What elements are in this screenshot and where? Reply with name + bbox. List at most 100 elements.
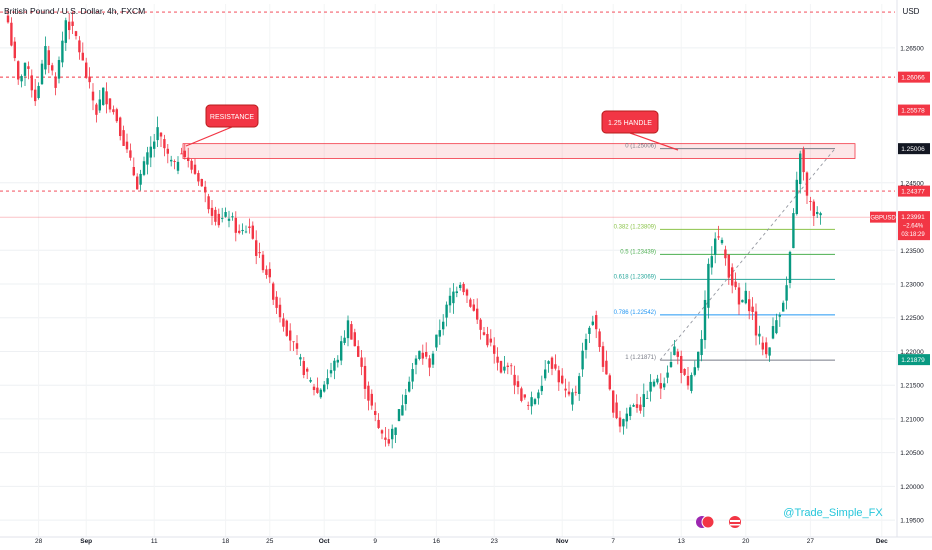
candle-body: [251, 225, 254, 239]
candle-body: [51, 65, 54, 71]
candle-body: [217, 213, 220, 226]
price-badge: [898, 143, 930, 155]
candle-body: [115, 109, 118, 122]
candle-body: [731, 267, 734, 286]
candle-body: [139, 173, 142, 185]
candle-body: [40, 63, 44, 85]
candle-body: [673, 346, 676, 356]
us-flag-stripe: [730, 524, 740, 526]
resistance-callout-label: RESISTANCE: [210, 114, 255, 121]
candle-body: [408, 381, 411, 392]
candle-body: [520, 388, 523, 401]
candle-body: [360, 357, 363, 367]
candle-body: [816, 211, 819, 215]
price-tick-label: 1.21000: [900, 416, 924, 423]
candle-body: [44, 46, 47, 70]
candle-body: [353, 332, 356, 347]
candle-body: [180, 153, 183, 155]
price-axis[interactable]: 1.26500 1.24500 1.23500 1.23000 1.22500 1.220…: [870, 0, 930, 537]
candle-body: [88, 76, 91, 83]
price-tick-label: 1.24500: [900, 180, 924, 187]
candle-body: [319, 389, 322, 398]
candle-body: [622, 419, 625, 427]
candle-body: [629, 407, 632, 417]
time-tick-label: Oct: [319, 538, 331, 545]
candle-body: [557, 370, 560, 383]
candle-body: [292, 341, 295, 343]
candle-body: [737, 287, 741, 305]
candle-body: [499, 360, 503, 373]
candle-body: [663, 383, 666, 388]
candle-body: [363, 365, 367, 389]
candle-body: [703, 299, 707, 341]
candle-body: [81, 52, 84, 61]
candle-body: [255, 240, 258, 256]
handle-callout-pointer: [629, 132, 679, 151]
grid-lines: [0, 4, 895, 537]
level-price-badge: [898, 71, 930, 83]
candle-body: [401, 405, 404, 416]
candle-body: [214, 209, 217, 222]
candle-body: [564, 388, 567, 391]
candle-body: [204, 186, 207, 193]
candle-body: [765, 342, 768, 355]
candle-body: [799, 153, 802, 185]
candle-body: [414, 358, 418, 365]
event-icons[interactable]: [696, 515, 741, 529]
candle-body: [482, 332, 486, 335]
candle-body: [200, 178, 203, 187]
watermark: @Trade_Simple_FX: [783, 507, 883, 519]
candle-body: [510, 365, 513, 367]
candle-body: [91, 91, 95, 101]
candle-body: [367, 385, 370, 401]
candle-body: [625, 413, 628, 422]
candle-body: [775, 320, 778, 334]
candle-body: [156, 127, 159, 141]
candle-countdown: 03:18:29: [901, 232, 925, 238]
price-tick-label: 1.22000: [900, 349, 924, 356]
candle-body: [119, 117, 122, 137]
fib-level-label: 0 (1.25006): [625, 144, 656, 150]
candle-body: [391, 428, 394, 440]
candle-body: [30, 75, 33, 91]
candle-body: [578, 376, 581, 394]
time-tick-label: 11: [151, 538, 158, 545]
time-tick-label: 13: [678, 538, 686, 545]
candle-body: [207, 196, 210, 210]
price-tick-label: 1.23000: [900, 281, 924, 288]
candle-body: [153, 141, 156, 149]
time-tick-label: Nov: [556, 538, 569, 545]
candle-body: [295, 343, 299, 349]
candle-body: [302, 361, 305, 375]
candle-body: [445, 304, 448, 318]
candle-body: [132, 166, 135, 176]
candle-body: [707, 263, 710, 308]
currency-label[interactable]: USD: [903, 7, 920, 16]
candle-body: [309, 379, 312, 382]
candle-body: [479, 319, 482, 330]
annotations: RESISTANCE 1.25 HANDLE: [185, 104, 679, 151]
candle-body: [567, 391, 571, 395]
current-price-change: −2.64%: [903, 224, 924, 230]
dividend-event-icon[interactable]: [701, 515, 715, 529]
candle-body: [537, 392, 540, 399]
candle-body: [751, 306, 754, 312]
candle-body: [805, 172, 809, 196]
candle-body: [540, 385, 543, 392]
candle-body: [306, 368, 309, 372]
candle-body: [686, 375, 690, 386]
candle-body: [697, 351, 700, 368]
candle-body: [142, 161, 146, 175]
candle-body: [166, 148, 169, 154]
time-axis[interactable]: 28Sep111825Oct91623Nov7132027Dec11: [0, 536, 932, 545]
candle-body: [584, 339, 588, 350]
candle-body: [523, 394, 526, 398]
candle-body: [754, 311, 758, 336]
symbol-badge-label: GBPUSD: [870, 216, 896, 222]
candle-body: [193, 164, 197, 174]
candle-body: [98, 99, 101, 111]
candle-body: [503, 366, 506, 371]
candle-body: [669, 362, 673, 367]
candle-body: [241, 229, 244, 232]
